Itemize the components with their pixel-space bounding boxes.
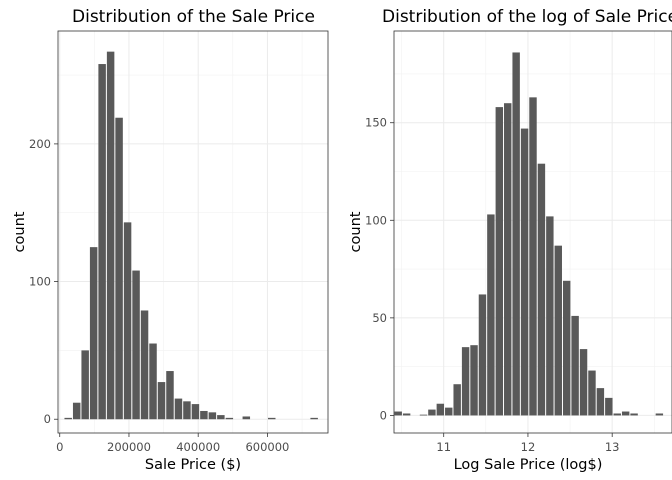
histogram-bar [72,402,81,420]
x-tick-label: 600000 [245,440,289,454]
panel-border [393,30,672,434]
histogram-bar [174,398,183,420]
histogram-bar [140,310,149,420]
histogram-bar [495,107,504,416]
histogram-bar [183,401,191,420]
y-tick-label: 50 [372,311,387,325]
histogram-bar [115,117,123,420]
histogram-bar [453,384,461,416]
y-axis-title: count [12,211,28,252]
histogram-bars [394,52,664,416]
histogram-bar [470,345,478,416]
panel-border [57,30,329,434]
y-axis-ticks: 0 50 100 150 [365,116,394,422]
x-tick-label: 13 [605,440,620,454]
histogram-bar [268,417,276,420]
histogram-bar [655,413,664,416]
histogram-bar [537,163,546,416]
histogram-bar [402,413,411,416]
log-sale-price-histogram: Distribution of the log of Sale Price 11… [348,7,672,473]
chart-title: Distribution of the Sale Price [72,7,315,27]
histogram-bar [132,270,140,420]
sale-price-histogram: Distribution of the Sale Price 0 200000 40… [12,7,329,473]
y-axis-ticks: 0 100 200 [29,137,58,426]
histogram-bar [588,370,596,416]
x-axis-ticks: 11 12 13 [436,433,620,454]
gridlines [58,31,328,433]
x-axis-title: Sale Price ($) [145,457,241,473]
histogram-bar [605,397,613,416]
histogram-bar [529,97,537,416]
histogram-bar [436,403,445,416]
y-tick-label: 150 [365,116,387,130]
histogram-bar [208,412,217,420]
histogram-bar [546,216,554,416]
y-tick-label: 100 [29,275,51,289]
y-tick-label: 200 [29,137,51,151]
chart-title: Distribution of the log of Sale Price [382,7,672,27]
histogram-bar [394,411,402,416]
x-axis-ticks: 0 200000 400000 600000 [56,433,289,454]
histogram-bar [166,371,174,420]
x-tick-label: 400000 [176,440,220,454]
histogram-bar [419,414,428,416]
y-tick-label: 0 [44,412,51,426]
y-tick-label: 0 [380,408,387,422]
histogram-bar [81,350,89,420]
histogram-bar [487,214,495,416]
histogram-bar [512,52,520,416]
histogram-bar [106,51,115,420]
histogram-bar [478,294,487,416]
histogram-bar [613,413,621,416]
histogram-bar [428,409,436,416]
histogram-bar [630,413,638,416]
histogram-bar [89,247,98,420]
histogram-bar [520,128,529,416]
histogram-bars [64,51,318,420]
histogram-bar [504,103,512,416]
histogram-bar [64,417,72,420]
histogram-bar [461,347,470,416]
histogram-bar [200,410,208,420]
histogram-bar [445,407,453,416]
histogram-bar [579,349,588,416]
y-tick-label: 100 [365,213,387,227]
x-tick-label: 11 [436,440,451,454]
histogram-bar [554,245,562,416]
histogram-bar [123,222,132,420]
histogram-bar [621,411,630,416]
y-axis-title: count [348,211,364,252]
x-tick-label: 12 [521,440,536,454]
x-axis-title: Log Sale Price (log$) [454,457,603,473]
histogram-bar [149,343,157,420]
histogram-bar [562,280,571,416]
histogram-bar [225,417,234,420]
histogram-bar [191,404,200,420]
histogram-bar [98,64,106,420]
histogram-bar [310,417,318,420]
histogram-bar [157,382,166,420]
histogram-bar [571,315,579,416]
x-tick-label: 0 [56,440,63,454]
histogram-bar [242,416,251,420]
histogram-bar [596,388,605,416]
x-tick-label: 200000 [107,440,151,454]
histogram-bar [217,415,225,420]
